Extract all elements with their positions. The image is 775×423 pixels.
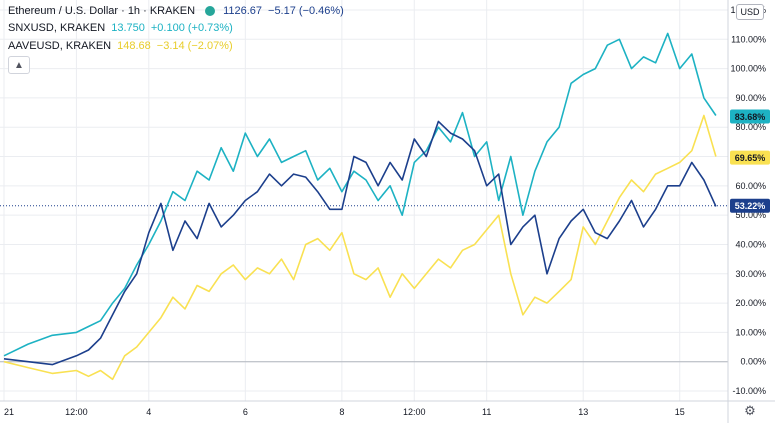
legend-aave-change: −3.14 (−2.07%) bbox=[156, 40, 233, 52]
legend-aave-value: 148.68 bbox=[117, 40, 151, 52]
last-value-labels: 83.68% 69.65% 53.22% bbox=[730, 109, 770, 213]
x-tick-label: 6 bbox=[243, 407, 248, 417]
last-value-label: 83.68% bbox=[735, 112, 766, 122]
y-tick-label: 40.00% bbox=[735, 239, 766, 249]
y-tick-label: 0.00% bbox=[740, 357, 766, 367]
y-tick-label: 110.00% bbox=[731, 34, 766, 44]
last-value-badge bbox=[730, 198, 770, 213]
legend-main-symbol: Ethereum / U.S. Dollar · 1h · KRAKEN bbox=[8, 5, 196, 17]
y-tick-label: 20.00% bbox=[735, 298, 766, 308]
series-line-aaveusd bbox=[3, 114, 717, 381]
legend-main[interactable]: Ethereum / U.S. Dollar · 1h · KRAKEN 112… bbox=[8, 5, 344, 17]
last-value-badge bbox=[730, 150, 770, 165]
currency-button[interactable]: USD bbox=[736, 4, 764, 20]
x-tick-label: 8 bbox=[339, 407, 344, 417]
x-tick-label: 13 bbox=[578, 407, 588, 417]
last-value-badge bbox=[730, 109, 770, 124]
chevron-up-icon: ▲ bbox=[14, 59, 24, 71]
legend-snx-source: KRAKEN bbox=[59, 22, 106, 34]
x-tick-label: 4 bbox=[146, 407, 151, 417]
series-line-snxusd bbox=[3, 32, 717, 357]
y-tick-label: 10.00% bbox=[735, 327, 766, 337]
series-lines bbox=[3, 32, 717, 381]
legend-snx-change: +0.100 (+0.73%) bbox=[150, 22, 233, 34]
live-status-icon bbox=[205, 6, 216, 16]
legend-main-change: −5.17 (−0.46%) bbox=[268, 5, 344, 17]
y-tick-label: 30.00% bbox=[735, 269, 766, 279]
y-tick-label: 80.00% bbox=[735, 122, 766, 132]
y-tick-label: -10.00% bbox=[732, 386, 766, 396]
y-tick-label: 50.00% bbox=[735, 210, 766, 220]
x-tick-label: 11 bbox=[482, 407, 491, 417]
legend-snx-symbol-name: SNXUSD bbox=[8, 22, 54, 34]
legend-aave-symbol: AAVEUSD, KRAKEN bbox=[8, 40, 112, 52]
time-axis[interactable]: 21 12:00 4 6 8 12:00 11 13 15 bbox=[0, 400, 775, 417]
legend-aave-source: KRAKEN bbox=[65, 40, 112, 52]
x-tick-label: 12:00 bbox=[403, 407, 426, 417]
last-value-label: 69.65% bbox=[735, 153, 766, 163]
x-tick-label: 15 bbox=[675, 407, 685, 417]
legend-main-value: 1126.67 bbox=[223, 5, 263, 17]
x-tick-label: 12:00 bbox=[65, 407, 88, 417]
y-tick-label: 100.00% bbox=[730, 64, 766, 74]
y-tick-label: 90.00% bbox=[735, 93, 766, 103]
legend-collapse-button[interactable]: ▲ bbox=[8, 56, 30, 74]
last-value-label: 53.22% bbox=[735, 201, 766, 211]
x-tick-label: 21 bbox=[4, 407, 14, 417]
legend-series-snx[interactable]: SNXUSD, KRAKEN 13.750 +0.100 (+0.73%) bbox=[8, 22, 233, 34]
legend-aave-symbol-name: AAVEUSD bbox=[8, 40, 60, 52]
legend-snx-symbol: SNXUSD, KRAKEN bbox=[8, 22, 106, 34]
gear-icon: ⚙ bbox=[744, 403, 756, 418]
legend-snx-value: 13.750 bbox=[111, 22, 145, 34]
legend-series-aave[interactable]: AAVEUSD, KRAKEN 148.68 −3.14 (−2.07%) bbox=[8, 40, 233, 52]
series-line-ethusd bbox=[3, 120, 717, 366]
settings-button[interactable]: ⚙ bbox=[743, 403, 757, 418]
y-tick-label: 60.00% bbox=[735, 181, 766, 191]
